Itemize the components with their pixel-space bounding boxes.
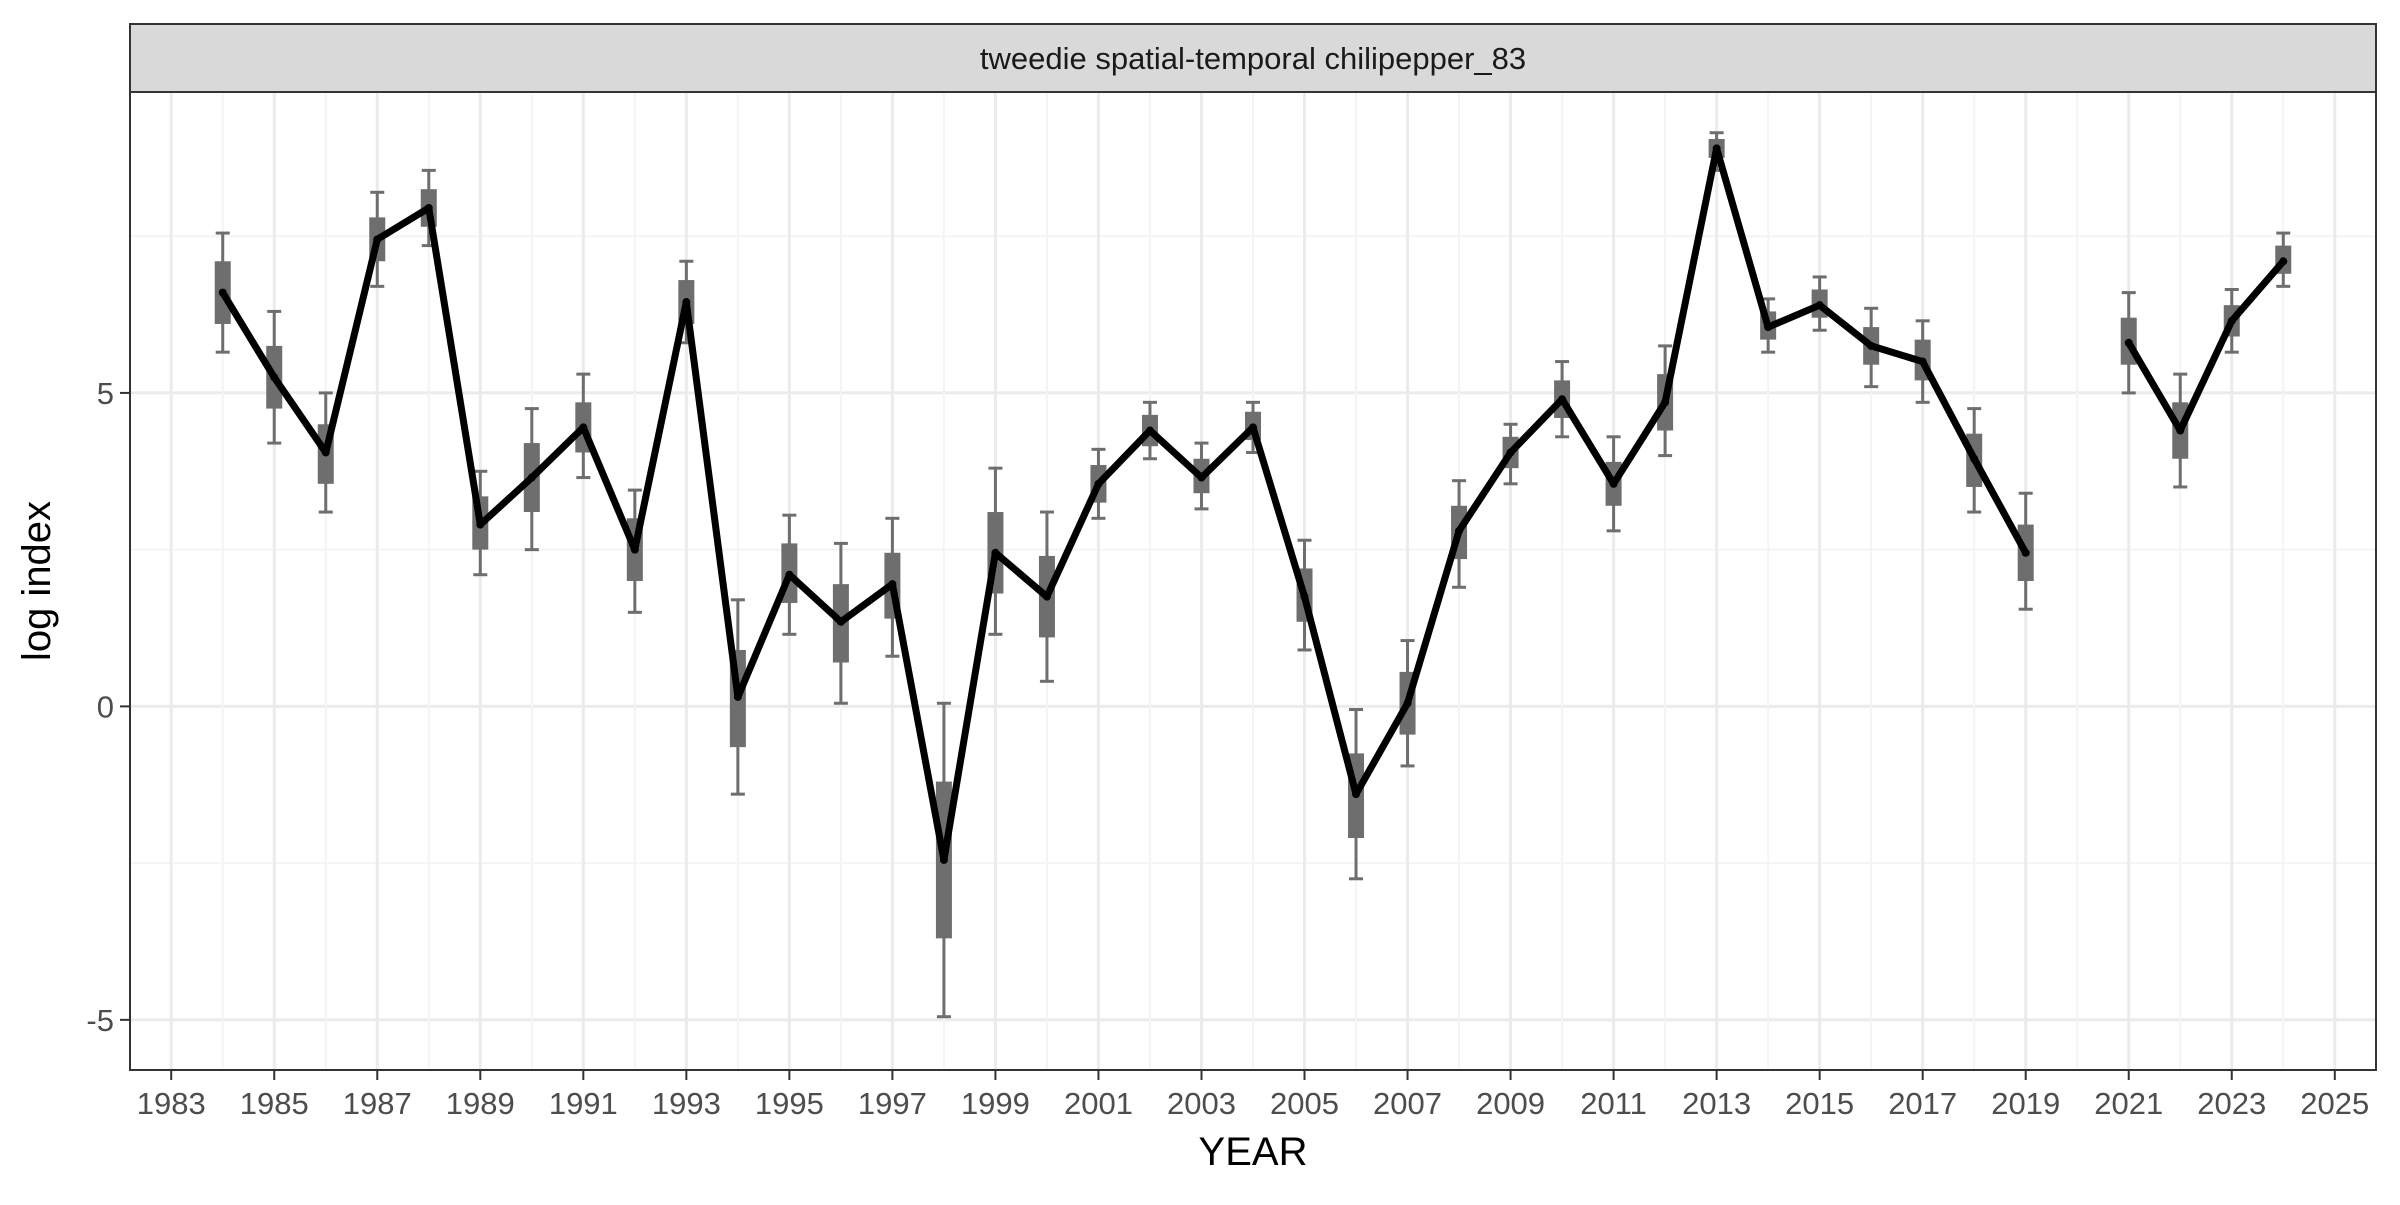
- data-point: [2021, 548, 2030, 557]
- data-point: [1558, 395, 1567, 404]
- series-line-segment: [219, 144, 2030, 864]
- y-axis-title: log index: [15, 501, 59, 661]
- data-point: [373, 235, 382, 244]
- x-tick-label: 1983: [137, 1086, 206, 1121]
- data-point: [1815, 301, 1824, 310]
- data-point: [579, 423, 588, 432]
- y-tick-label: 5: [97, 376, 114, 411]
- data-point: [836, 617, 845, 626]
- y-tick-label: -5: [86, 1003, 114, 1038]
- data-point: [2227, 316, 2236, 325]
- data-point: [527, 473, 536, 482]
- data-point: [2124, 338, 2133, 347]
- data-point: [1042, 592, 1051, 601]
- x-tick-label: 1989: [446, 1086, 515, 1121]
- x-tick-label: 2019: [1991, 1086, 2060, 1121]
- data-point: [1918, 357, 1927, 366]
- data-point: [2279, 257, 2288, 266]
- x-tick-label: 1985: [240, 1086, 309, 1121]
- data-point: [630, 545, 639, 554]
- series-line: [218, 144, 2288, 864]
- data-point: [424, 203, 433, 212]
- data-point: [270, 373, 279, 382]
- x-tick-label: 2003: [1167, 1086, 1236, 1121]
- y-axis: -5 0 5: [86, 376, 130, 1038]
- x-tick-label: 2023: [2197, 1086, 2266, 1121]
- x-tick-label: 2007: [1373, 1086, 1442, 1121]
- data-point: [1403, 699, 1412, 708]
- data-point: [1506, 448, 1515, 457]
- data-point: [1970, 454, 1979, 463]
- data-point: [991, 548, 1000, 557]
- x-tick-label: 1995: [755, 1086, 824, 1121]
- panel-title: tweedie spatial-temporal chilipepper_83: [980, 41, 1526, 76]
- strip: tweedie spatial-temporal chilipepper_83: [129, 23, 2377, 93]
- x-tick-label: 2011: [1580, 1086, 1647, 1121]
- x-tick-label: 2025: [2300, 1086, 2369, 1121]
- data-point: [733, 692, 742, 701]
- data-point: [1455, 526, 1464, 535]
- x-axis-title: YEAR: [1199, 1130, 1308, 1174]
- data-point: [1661, 398, 1670, 407]
- data-point: [218, 288, 227, 297]
- y-tick-label: 0: [97, 689, 114, 724]
- data-point: [1145, 426, 1154, 435]
- x-tick-label: 2021: [2094, 1086, 2163, 1121]
- x-tick-label: 2013: [1682, 1086, 1751, 1121]
- x-tick-label: 2005: [1270, 1086, 1339, 1121]
- x-tick-label: 2015: [1785, 1086, 1854, 1121]
- data-point: [1094, 479, 1103, 488]
- data-point: [785, 570, 794, 579]
- x-tick-label: 1991: [549, 1086, 618, 1121]
- x-axis: 1983 1985 1987 1989 1991 1993 1995 1997 1999 2001…: [137, 1070, 2369, 1121]
- x-tick-label: 1993: [652, 1086, 721, 1121]
- data-point: [1609, 479, 1618, 488]
- x-tick-label: 1997: [858, 1086, 927, 1121]
- data-point: [1249, 423, 1257, 432]
- data-point: [888, 580, 897, 589]
- x-tick-label: 1987: [343, 1086, 412, 1121]
- data-point: [682, 298, 691, 307]
- data-point: [476, 520, 485, 529]
- x-tick-label: 2009: [1476, 1086, 1545, 1121]
- data-point: [939, 855, 948, 864]
- strip-background: [129, 23, 2377, 93]
- data-point: [321, 448, 330, 457]
- data-point: [1712, 144, 1721, 153]
- data-point: [1867, 341, 1876, 350]
- grid-lines: [130, 92, 2376, 1070]
- series-line-segment: [2125, 257, 2287, 434]
- x-tick-label: 2017: [1888, 1086, 1957, 1121]
- data-point: [2176, 426, 2185, 435]
- x-tick-label: 1999: [961, 1086, 1030, 1121]
- data-point: [1352, 790, 1361, 799]
- data-point: [1300, 592, 1309, 601]
- data-point: [1197, 473, 1206, 482]
- x-tick-label: 2001: [1064, 1086, 1133, 1121]
- data-point: [1764, 323, 1773, 332]
